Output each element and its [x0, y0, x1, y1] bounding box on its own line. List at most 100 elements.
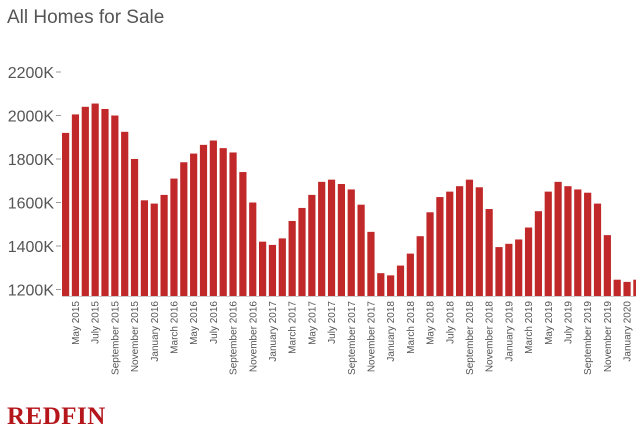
bar: [298, 207, 306, 296]
bar-series: [62, 103, 636, 297]
bar: [160, 194, 168, 296]
y-tick-label: 1200K: [8, 283, 55, 300]
x-tick-label: November 2017: [366, 301, 377, 373]
bar: [544, 191, 552, 297]
bar: [613, 279, 621, 296]
bar: [367, 231, 375, 296]
x-tick-label: July 2017: [327, 301, 338, 344]
x-tick-label: September 2017: [347, 301, 358, 375]
bar: [318, 181, 326, 296]
x-tick-label: July 2015: [91, 301, 102, 344]
x-tick-label: May 2019: [544, 301, 555, 345]
bar: [347, 189, 355, 296]
bar: [239, 172, 247, 296]
bar: [456, 186, 464, 296]
bar: [387, 275, 395, 296]
bar: [406, 253, 414, 296]
x-tick-label: March 2019: [524, 301, 535, 354]
x-tick-label: May 2015: [71, 301, 82, 345]
bar: [426, 212, 434, 296]
bar: [327, 179, 336, 296]
bar: [219, 148, 227, 297]
x-tick-label: July 2019: [563, 301, 574, 344]
redfin-logo: REDFIN: [7, 403, 106, 430]
bar: [564, 186, 572, 296]
x-tick-label: May 2018: [426, 301, 437, 345]
chart-title: All Homes for Sale: [7, 7, 165, 28]
bar: [574, 189, 582, 296]
x-tick-label: September 2015: [110, 301, 121, 375]
bar: [288, 220, 296, 296]
bar: [199, 144, 208, 296]
bar: [170, 178, 178, 296]
bar: [495, 247, 503, 296]
x-tick-label: January 2016: [150, 301, 161, 362]
y-axis: 1200K 1400K 1600K 1800K 2000K 2200K: [8, 65, 61, 300]
bar: [249, 202, 257, 296]
bar: [505, 243, 513, 296]
x-tick-label: September 2016: [229, 301, 240, 375]
bar: [278, 238, 286, 296]
bar: [121, 131, 129, 296]
bar: [633, 279, 636, 296]
x-axis: May 2015 July 2015 September 2015 November …: [62, 296, 636, 375]
x-tick-label: May 2017: [307, 301, 318, 345]
bar: [465, 179, 474, 296]
bar: [357, 204, 365, 296]
bar: [180, 162, 188, 296]
bar: [416, 236, 424, 296]
bar: [71, 114, 80, 296]
x-tick-label: March 2016: [169, 301, 180, 354]
x-tick-label: November 2016: [248, 301, 259, 373]
bar: [259, 241, 267, 296]
bar: [140, 200, 148, 296]
bar: [130, 159, 139, 296]
bar: [209, 140, 217, 296]
bar: [337, 184, 345, 296]
x-tick-label: January 2018: [386, 301, 397, 362]
bar: [150, 203, 158, 296]
x-tick-label: January 2019: [504, 301, 515, 362]
x-tick-label: May 2016: [189, 301, 200, 345]
y-tick-label: 1600K: [8, 196, 55, 213]
bar: [101, 108, 109, 296]
bar: [623, 281, 631, 296]
bar: [268, 244, 277, 296]
x-tick-label: January 2017: [268, 301, 279, 362]
bar: [534, 211, 542, 296]
bar: [515, 239, 523, 296]
x-tick-label: November 2015: [130, 301, 141, 373]
bar: [485, 209, 493, 296]
bar: [308, 194, 316, 296]
x-tick-label: March 2017: [288, 301, 299, 354]
bar: [91, 103, 99, 296]
bar: [593, 203, 602, 296]
x-tick-label: March 2018: [406, 301, 417, 354]
bar: [524, 227, 533, 296]
bar: [229, 152, 237, 296]
y-tick-label: 1400K: [8, 239, 55, 256]
x-tick-label: January 2020: [623, 301, 634, 362]
bar: [190, 153, 198, 296]
x-tick-label: November 2018: [485, 301, 496, 373]
x-tick-label: November 2019: [603, 301, 614, 373]
bar: [62, 132, 70, 296]
bar: [584, 192, 592, 296]
x-tick-label: September 2018: [465, 301, 476, 375]
bar: [81, 106, 89, 296]
y-tick-label: 2000K: [8, 109, 55, 126]
bar: [603, 235, 611, 297]
bar: [111, 115, 119, 296]
bar: [396, 265, 405, 296]
x-tick-label: September 2019: [583, 301, 594, 375]
y-tick-label: 1800K: [8, 152, 55, 169]
bar: [377, 273, 385, 296]
y-tick-label: 2200K: [8, 65, 55, 82]
x-tick-label: July 2018: [445, 301, 456, 344]
bar: [446, 191, 454, 297]
bar: [475, 187, 483, 296]
bar: [554, 181, 562, 296]
x-tick-label: July 2016: [209, 301, 220, 344]
bar: [436, 197, 444, 296]
